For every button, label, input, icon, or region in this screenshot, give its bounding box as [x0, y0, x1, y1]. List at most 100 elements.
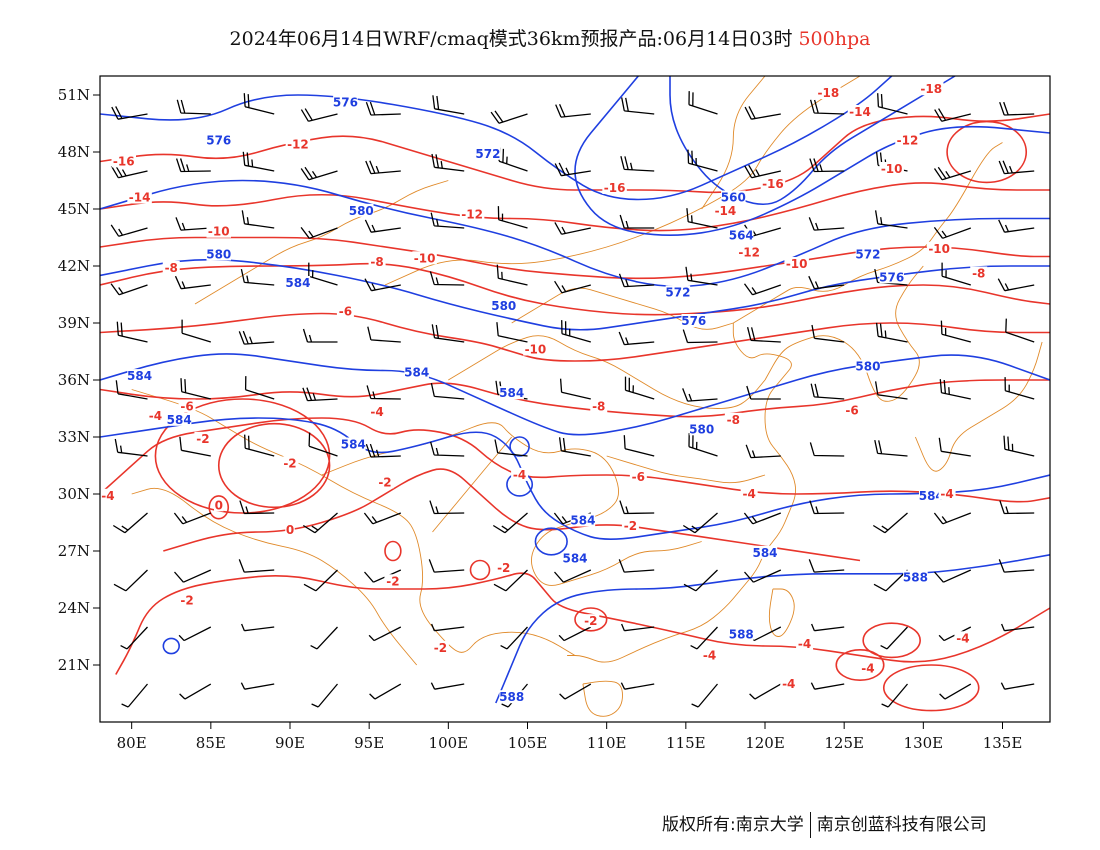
lon-tick-label: 110E: [587, 734, 627, 752]
contour-label-bg: [178, 593, 196, 607]
wind-barb: [368, 626, 402, 642]
contour-label: 584: [341, 438, 366, 452]
wind-barb: [300, 166, 338, 181]
wind-barb: [490, 110, 528, 124]
contour-label: -4: [742, 487, 755, 501]
contour-label: 580: [206, 248, 231, 262]
contour-label-bg: [926, 241, 952, 255]
temperature-contours: [100, 113, 1050, 712]
wind-barb: [303, 569, 338, 592]
contour-label: -2: [434, 641, 447, 655]
temperature-contour-line: [100, 182, 1050, 232]
wind-barb: [624, 376, 655, 400]
contour-label: -10: [414, 251, 436, 265]
height-contour-closed: [162, 637, 180, 655]
wind-barb: [244, 376, 275, 400]
lat-tick-label: 42N: [58, 257, 90, 275]
wind-barb: [302, 328, 338, 343]
contour-label-bg: [459, 207, 485, 221]
border-line: [733, 142, 1003, 324]
wind-barb: [365, 160, 401, 175]
border-line: [432, 436, 513, 533]
temperature-contour-line: [100, 236, 1050, 280]
contour-label: 572: [475, 147, 500, 161]
contour-label-bg: [495, 561, 513, 574]
contour-label-bg: [333, 95, 358, 109]
contour-label: 572: [665, 286, 690, 300]
temperature-contour-closed: [154, 398, 331, 514]
contour-label: -4: [370, 405, 383, 419]
contour-label: 560: [721, 191, 746, 205]
wind-barb: [240, 682, 275, 690]
contour-label-bg: [740, 486, 758, 500]
wind-barb: [743, 283, 782, 296]
contour-label-bg: [499, 386, 524, 400]
temperature-contour-closed: [946, 120, 1028, 184]
wind-barb: [621, 623, 655, 632]
wind-barb: [239, 500, 275, 515]
contour-label: -4: [782, 677, 795, 691]
lon-tick-label: 80E: [117, 734, 147, 752]
wind-barb: [685, 266, 718, 286]
contour-label-bg: [166, 412, 192, 426]
wind-barb: [181, 319, 211, 343]
contour-label: 564: [729, 229, 754, 243]
wind-barb: [688, 91, 718, 115]
border-lines: [131, 76, 1043, 717]
border-line: [567, 323, 796, 663]
contour-label-bg: [146, 409, 164, 422]
wind-barb: [934, 108, 971, 122]
wind-barb: [432, 95, 465, 115]
contour-label-bg: [665, 285, 691, 299]
wind-barb: [554, 162, 591, 177]
wind-barb: [238, 330, 275, 345]
wind-barb: [554, 280, 591, 294]
contour-label-bg: [499, 690, 524, 704]
contour-label: 584: [919, 489, 944, 503]
wind-barb: [682, 512, 718, 534]
contour-label-bg: [127, 369, 152, 383]
contour-label: -10: [786, 257, 808, 271]
contour-label: 576: [206, 134, 231, 148]
wind-barb: [621, 97, 655, 115]
wind-barb: [175, 217, 211, 231]
contour-label: -4: [861, 662, 874, 676]
wind-barb: [110, 164, 148, 179]
contour-label: 576: [333, 96, 358, 110]
wind-barb: [933, 512, 972, 525]
wind-barb: [559, 683, 592, 700]
contour-label: -4: [940, 487, 953, 501]
lon-tick-label: 125E: [824, 734, 864, 752]
wind-barb: [682, 329, 718, 344]
height-contour-line: [100, 417, 1050, 540]
wind-barb: [877, 93, 908, 115]
wind-barb: [174, 569, 212, 583]
wind-barb: [683, 569, 718, 592]
lat-tick-label: 21N: [58, 656, 90, 674]
height-contours: [100, 76, 1050, 704]
wind-barb: [811, 623, 845, 632]
contour-label: -8: [727, 413, 740, 427]
wind-barb: [110, 224, 148, 237]
contour-label: -2: [283, 457, 296, 471]
wind-barb: [999, 500, 1035, 515]
wind-barb: [746, 327, 781, 343]
contour-label-bg: [780, 676, 798, 690]
contour-label-bg: [341, 437, 366, 451]
wind-barb: [112, 512, 148, 534]
contour-label-bg: [194, 431, 212, 445]
contour-label-bg: [919, 488, 944, 502]
lat-tick-label: 48N: [58, 143, 90, 161]
contour-label: -8: [370, 255, 383, 269]
wind-barb: [874, 439, 908, 457]
wind-barb: [938, 437, 971, 457]
wind-barb: [365, 443, 401, 458]
contour-label-bg: [582, 614, 600, 628]
wind-barb: [494, 439, 528, 457]
wind-barb: [558, 626, 592, 642]
contour-label-bg: [214, 498, 224, 512]
wind-barb: [744, 106, 781, 120]
height-contour-line: [669, 76, 956, 206]
temperature-contour-line: [100, 262, 1050, 316]
contour-label: -2: [584, 614, 597, 628]
